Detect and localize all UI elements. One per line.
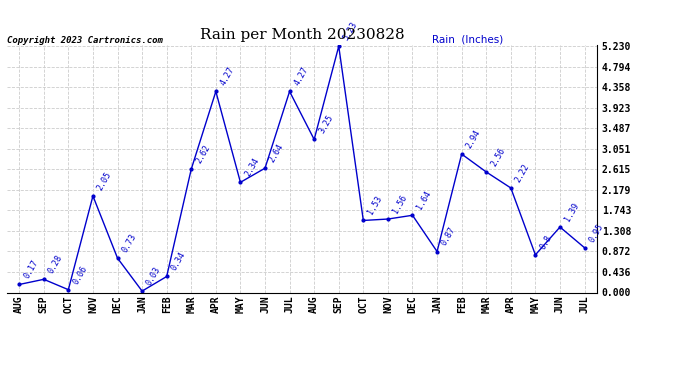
Text: 1.56: 1.56 [391,193,408,215]
Text: 4.27: 4.27 [219,66,237,87]
Text: 2.56: 2.56 [489,146,507,168]
Text: 0.28: 0.28 [46,254,64,275]
Text: 0.34: 0.34 [170,251,187,272]
Title: Rain per Month 20230828: Rain per Month 20230828 [199,28,404,42]
Text: 1.64: 1.64 [415,189,433,211]
Text: 2.05: 2.05 [96,170,114,192]
Text: 2.34: 2.34 [243,156,261,178]
Text: 0.06: 0.06 [71,264,89,285]
Text: 2.62: 2.62 [194,143,212,165]
Text: 1.53: 1.53 [366,195,384,216]
Text: 3.25: 3.25 [317,114,335,135]
Text: 0.73: 0.73 [120,232,138,254]
Text: 2.94: 2.94 [464,128,482,150]
Text: Rain  (Inches): Rain (Inches) [432,35,503,45]
Text: 5.23: 5.23 [342,20,359,42]
Text: 2.64: 2.64 [268,142,286,164]
Text: 2.22: 2.22 [513,162,531,184]
Text: 0.03: 0.03 [145,265,163,287]
Text: Copyright 2023 Cartronics.com: Copyright 2023 Cartronics.com [7,36,163,45]
Text: 0.87: 0.87 [440,225,457,248]
Text: 4.27: 4.27 [293,66,310,87]
Text: 0.95: 0.95 [587,222,605,244]
Text: 0.17: 0.17 [22,258,40,280]
Text: 0.8: 0.8 [538,233,553,250]
Text: 1.39: 1.39 [563,201,580,223]
